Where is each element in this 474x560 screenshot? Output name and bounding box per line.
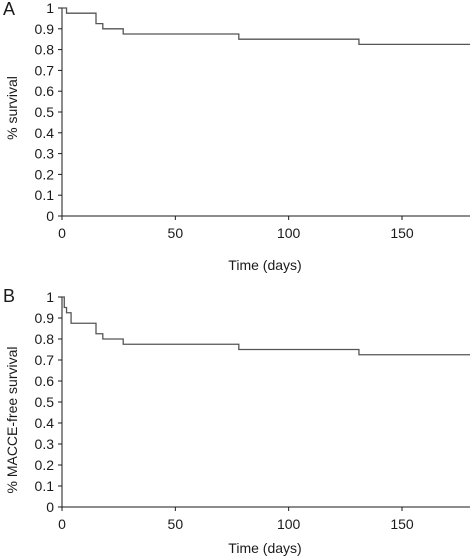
survival-curve [62,7,470,46]
y-tick-label: 0.5 [35,394,55,410]
y-axis-title: % MACCE-free survival [4,346,20,493]
chart-panel-b: B % MACCE-free survival Time (days) 0 0.1… [3,286,470,556]
y-tick-label: 0.1 [35,478,55,494]
y-tick-label: 0.7 [35,352,55,368]
panel-label: A [3,0,15,19]
y-tick-label: 1 [46,0,54,16]
y-tick-label: 0.4 [35,415,55,431]
panel-label: B [3,286,15,306]
x-tick-label: 100 [277,516,301,532]
y-tick-label: 0.8 [35,331,55,347]
y-tick-label: 0.9 [35,310,55,326]
y-tick-label: 0.5 [35,104,55,120]
x-tick-label: 0 [58,516,66,532]
y-tick-label: 1 [46,289,54,305]
y-tick-label: 0.9 [35,21,55,37]
y-tick-label: 0 [46,499,54,515]
y-tick-label: 0.8 [35,42,55,58]
y-tick-label: 0.1 [35,187,55,203]
y-tick-label: 0.6 [35,373,55,389]
survival-curve [62,296,470,356]
y-tick-label: 0.3 [35,436,55,452]
x-tick-label: 150 [390,516,414,532]
x-tick-label: 100 [277,225,301,241]
x-axis-title: Time (days) [228,257,301,273]
x-tick-label: 0 [58,225,66,241]
y-tick-label: 0.2 [35,457,55,473]
y-tick-label: 0.7 [35,62,55,78]
y-tick-label: 0.2 [35,166,55,182]
y-axis-title: % survival [4,76,20,140]
y-tick-label: 0.3 [35,146,55,162]
x-axis-title: Time (days) [228,540,301,556]
y-tick-label: 0.6 [35,83,55,99]
y-tick-label: 0.4 [35,125,55,141]
x-tick-label: 150 [390,225,414,241]
chart-panel-a: A % survival Time (days) 0 0.1 0.2 0.3 0.4 0.… [3,0,470,273]
x-tick-label: 50 [168,516,184,532]
x-tick-label: 50 [168,225,184,241]
y-tick-label: 0 [46,208,54,224]
